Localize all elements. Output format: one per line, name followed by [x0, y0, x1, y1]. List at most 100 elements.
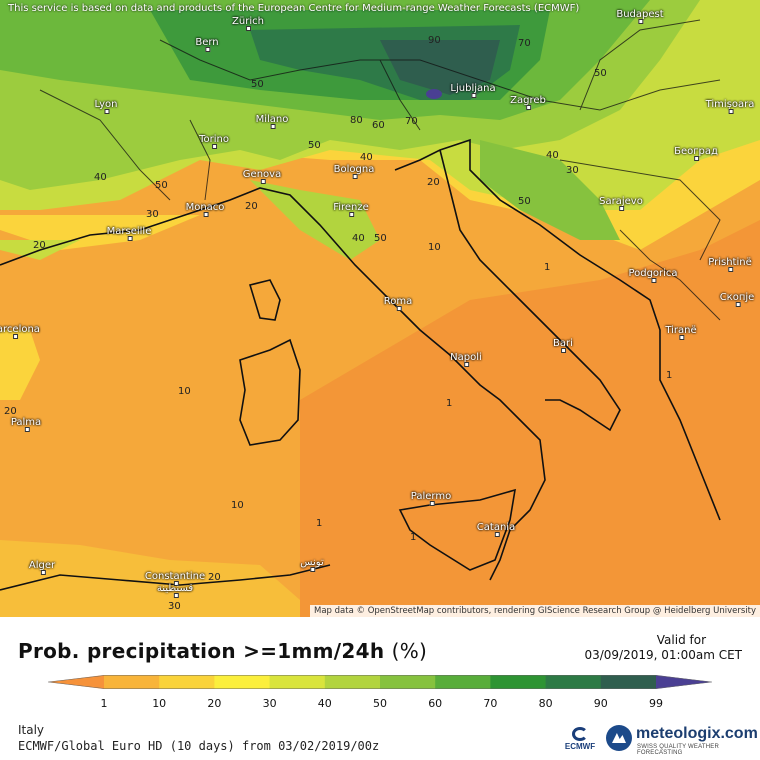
contour-value-label: 30	[168, 601, 181, 612]
contour-value-label: 50	[308, 140, 321, 151]
city-label: تونس	[300, 557, 324, 572]
city-label: Bari	[553, 338, 573, 353]
color-scale-tick: 20	[207, 697, 222, 710]
color-scale-segment	[380, 675, 436, 689]
city-label: Ljubljana	[450, 83, 496, 98]
contour-value-label: 1	[666, 370, 673, 381]
precipitation-field	[0, 0, 760, 617]
color-scale-outline	[48, 675, 712, 689]
color-scale-bar	[48, 675, 712, 689]
color-scale-high-arrow	[656, 675, 712, 689]
contour-value-label: 50	[594, 68, 607, 79]
valid-for-label: Valid for	[656, 633, 706, 647]
color-scale-segment	[435, 675, 491, 689]
city-label: Lyon	[94, 99, 118, 114]
contour-value-label: 20	[33, 240, 46, 251]
contour-value-label: 30	[146, 209, 159, 220]
color-scale-tick: 90	[593, 697, 608, 710]
contour-value-label: 1	[544, 262, 551, 273]
model-run-label: ECMWF/Global Euro HD (10 days) from 03/0…	[18, 739, 380, 753]
contour-value-label: 50	[374, 233, 387, 244]
city-label: Podgorica	[628, 268, 678, 283]
contour-value-label: 90	[428, 35, 441, 46]
region-label: Italy	[18, 723, 45, 737]
city-label: Скопје	[719, 292, 755, 307]
color-scale-tick: 99	[649, 697, 663, 710]
contour-value-label: 40	[94, 172, 107, 183]
city-label: Roma	[383, 296, 413, 311]
city-label: Milano	[255, 114, 289, 129]
color-scale-tick: 40	[317, 697, 332, 710]
city-label: قسنطينة	[156, 583, 194, 598]
contour-value-label: 50	[155, 180, 168, 191]
color-scale-segment	[324, 675, 381, 689]
color-scale-segment	[545, 675, 602, 689]
city-label: Constantine	[144, 571, 206, 586]
color-scale-segment	[104, 675, 160, 689]
color-scale-tick: 80	[538, 697, 553, 710]
meteologix-logo[interactable]: meteologix.com SWISS QUALITY WEATHER FOR…	[606, 725, 758, 756]
city-label: Palermo	[410, 491, 452, 506]
city-label: Monaco	[185, 202, 225, 217]
color-scale-segment	[600, 675, 657, 689]
city-label: Prishtinë	[708, 257, 752, 272]
contour-value-label: 40	[360, 152, 373, 163]
city-label: Marseille	[106, 226, 152, 241]
contour-value-label: 70	[405, 116, 418, 127]
color-scale-low-arrow	[48, 675, 104, 689]
city-label: Barcelona	[0, 324, 40, 339]
contour-value-label: 10	[178, 386, 191, 397]
color-scale-segment	[269, 675, 326, 689]
color-scale-tick: 60	[428, 697, 443, 710]
contour-value-label: 30	[566, 165, 579, 176]
contour-value-label: 20	[208, 572, 221, 583]
city-label: Genova	[242, 169, 282, 184]
city-label: Sarajevo	[599, 196, 643, 211]
contour-value-label: 1	[410, 532, 417, 543]
meteologix-name: meteologix.com	[636, 725, 758, 742]
contour-value-label: 50	[518, 196, 531, 207]
ecmwf-logo-icon	[572, 727, 588, 741]
city-label: Napoli	[450, 352, 482, 367]
city-label: Palma	[10, 417, 42, 432]
color-scale-segment	[159, 675, 215, 689]
valid-time-block: Valid for 03/09/2019, 01:00am CET	[584, 633, 742, 663]
city-label: Alger	[28, 560, 56, 575]
contour-value-label: 40	[352, 233, 365, 244]
valid-time: 03/09/2019, 01:00am CET	[584, 648, 742, 662]
ecmwf-disclaimer: This service is based on data and produc…	[8, 3, 580, 14]
color-scale-segment	[214, 675, 271, 689]
city-label: Београд	[674, 146, 718, 161]
contour-value-label: 20	[4, 406, 17, 417]
color-scale-tick: 70	[483, 697, 498, 710]
contour-value-label: 10	[231, 500, 244, 511]
contour-value-label: 20	[245, 201, 258, 212]
map-attribution: Map data © OpenStreetMap contributors, r…	[310, 605, 760, 617]
city-label: Zürich	[232, 16, 264, 31]
contour-value-label: 1	[316, 518, 323, 529]
city-label: Tiranë	[665, 325, 697, 340]
meteologix-mountain-icon	[606, 725, 632, 751]
city-label: Budapest	[616, 9, 664, 24]
city-label: Torino	[199, 134, 229, 149]
city-label: Timișoara	[705, 99, 755, 114]
color-scale-tick: 50	[373, 697, 387, 710]
color-scale-tick: 30	[262, 697, 277, 710]
legend-panel: Prob. precipitation >=1mm/24h (%) Valid …	[0, 617, 760, 760]
contour-value-label: 80	[350, 115, 363, 126]
map-title: Prob. precipitation >=1mm/24h (%)	[18, 639, 428, 663]
contour-value-label: 20	[427, 177, 440, 188]
contour-value-label: 50	[251, 79, 264, 90]
city-label: Firenze	[333, 202, 369, 217]
map-title-unit: (%)	[391, 639, 428, 663]
contour-value-label: 10	[428, 242, 441, 253]
forecast-map[interactable]: This service is based on data and produc…	[0, 0, 760, 617]
contour-value-label: 60	[372, 120, 385, 131]
city-label: Catania	[476, 522, 516, 537]
contour-value-label: 70	[518, 38, 531, 49]
city-label: Zagreb	[510, 95, 546, 110]
contour-value-label: 1	[446, 398, 453, 409]
city-label: Bologna	[333, 164, 375, 179]
color-scale-tick: 1	[100, 697, 108, 710]
color-scale-tick: 10	[152, 697, 167, 710]
